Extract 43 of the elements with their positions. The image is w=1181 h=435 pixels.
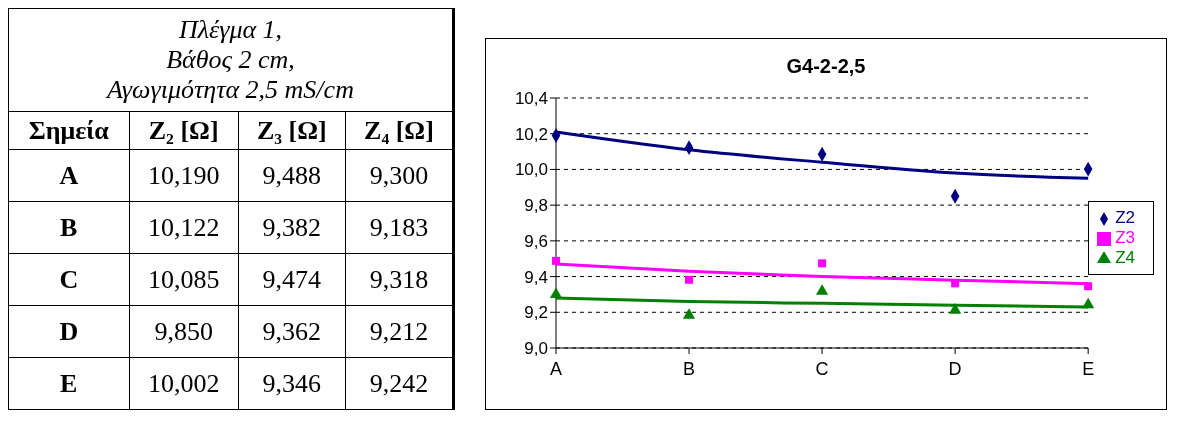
text: 10,085	[129, 253, 239, 306]
text: 10,002	[129, 357, 239, 410]
text: 9,382	[238, 201, 346, 254]
text: Z₃ [Ω]	[238, 111, 346, 150]
text: 9,300	[345, 149, 453, 202]
y-tick-label: 9,8	[524, 196, 548, 216]
text: 9,183	[345, 201, 453, 254]
text: 9,242	[345, 357, 453, 410]
legend-label: Z2	[1115, 208, 1135, 227]
text: Πλέγμα 1,	[177, 15, 284, 46]
x-tick-label: C	[815, 358, 829, 379]
text: 10,190	[129, 149, 239, 202]
legend-label: Z3	[1115, 228, 1135, 247]
y-tick-label: 9,6	[524, 231, 548, 251]
chart-title: G4-2-2,5	[785, 55, 867, 78]
x-tick-label: D	[948, 358, 962, 379]
text: 9,488	[238, 149, 346, 202]
text: 9,318	[345, 253, 453, 306]
category-label: D	[59, 316, 79, 346]
y-tick-label: 9,4	[524, 267, 548, 287]
text: Αγωγιμότητα 2,5 mS/cm	[104, 75, 355, 106]
y-tick-label: 10,4	[514, 89, 548, 109]
text: 9,850	[129, 305, 239, 358]
y-tick-label: 9,0	[524, 339, 548, 359]
y-tick-label: 9,2	[524, 303, 548, 323]
category-label: B	[60, 212, 78, 242]
text: 10,122	[129, 201, 239, 254]
text: Σημεία	[8, 111, 130, 150]
text: Βάθος 2 cm,	[165, 45, 296, 76]
text: Z₄ [Ω]	[345, 111, 453, 150]
legend-label: Z4	[1115, 248, 1135, 267]
text: 9,474	[238, 253, 346, 306]
text: 9,346	[238, 357, 346, 410]
category-label: C	[59, 264, 79, 294]
x-tick-label: E	[1082, 358, 1095, 379]
text: 9,212	[345, 305, 453, 358]
text: 9,362	[238, 305, 346, 358]
x-tick-label: B	[683, 358, 696, 379]
y-tick-label: 10,0	[514, 160, 548, 180]
y-tick-label: 10,2	[514, 124, 548, 144]
category-label: A	[59, 160, 79, 190]
text: Z₂ [Ω]	[129, 111, 239, 150]
x-tick-label: A	[549, 358, 563, 379]
